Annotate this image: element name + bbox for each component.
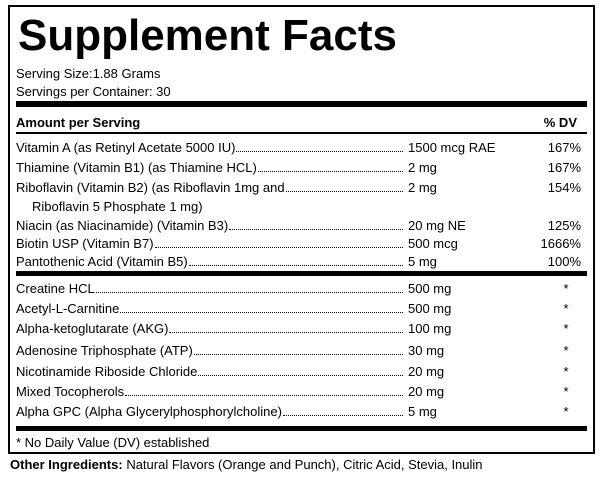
- amount-header: Amount per Serving: [16, 115, 141, 130]
- amount: 100 mg: [408, 321, 452, 336]
- nutrient-row: Thiamine (Vitamin B1) (as Thiamine HCL) 2…: [16, 160, 581, 176]
- thin-rule: [16, 132, 587, 134]
- leader: [188, 265, 403, 266]
- nutrient-name-cell: Acetyl-L-Carnitine: [16, 301, 405, 317]
- daily-value: 167%: [547, 160, 581, 175]
- daily-value: *: [563, 404, 569, 419]
- nutrient-name-cell: Pantothenic Acid (Vitamin B5): [16, 254, 405, 270]
- thick-rule: [16, 426, 587, 431]
- nutrient-name: Mixed Tocopherols: [16, 384, 125, 399]
- daily-value: 100%: [547, 254, 581, 269]
- nutrient-row: Riboflavin (Vitamin B2) (as Riboflavin 1…: [16, 180, 581, 196]
- other-ingredients-label: Other Ingredients:: [10, 457, 123, 472]
- leader: [257, 171, 403, 172]
- leader: [193, 354, 403, 355]
- nutrient-row: Alpha-ketoglutarate (AKG) 100 mg *: [16, 321, 581, 337]
- leader: [236, 151, 403, 152]
- nutrient-row: Acetyl-L-Carnitine 500 mg *: [16, 301, 581, 317]
- daily-value: *: [563, 384, 569, 399]
- nutrient-name: Biotin USP (Vitamin B7): [16, 236, 154, 251]
- nutrient-name: Adenosine Triphosphate (ATP): [16, 343, 193, 358]
- leader: [282, 415, 403, 416]
- nutrient-name-cell: Vitamin A (as Retinyl Acetate 5000 IU): [16, 140, 405, 156]
- daily-value: *: [563, 321, 569, 336]
- nutrient-row: Nicotinamide Riboside Chloride 20 mg *: [16, 364, 581, 380]
- nutrient-row: Adenosine Triphosphate (ATP) 30 mg *: [16, 343, 581, 359]
- amount: 1500 mcg RAE: [408, 140, 496, 155]
- nutrient-name-continued: Riboflavin 5 Phosphate 1 mg): [32, 199, 203, 214]
- daily-value: 167%: [547, 140, 581, 155]
- nutrient-name: Pantothenic Acid (Vitamin B5): [16, 254, 188, 269]
- nutrient-row: Pantothenic Acid (Vitamin B5) 5 mg 100%: [16, 254, 581, 270]
- leader: [95, 292, 403, 293]
- amount: 500 mcg: [408, 236, 458, 251]
- nutrient-name-cell: Nicotinamide Riboside Chloride: [16, 364, 405, 380]
- amount: 20 mg: [408, 384, 445, 399]
- nutrient-name-cell: Alpha GPC (Alpha Glycerylphosphorylcholi…: [16, 404, 405, 420]
- nutrient-name: Alpha-ketoglutarate (AKG): [16, 321, 169, 336]
- nutrient-name: Niacin (as Niacinamide) (Vitamin B3): [16, 218, 229, 233]
- nutrient-row: Creatine HCL 500 mg *: [16, 281, 581, 297]
- leader: [198, 375, 403, 376]
- thick-rule: [16, 271, 587, 276]
- nutrient-name: Creatine HCL: [16, 281, 95, 296]
- leader: [169, 332, 403, 333]
- amount: 5 mg: [408, 254, 437, 269]
- nutrient-name: Vitamin A (as Retinyl Acetate 5000 IU): [16, 140, 236, 155]
- daily-value: *: [563, 301, 569, 316]
- daily-value: 154%: [547, 180, 581, 195]
- amount: 500 mg: [408, 281, 452, 296]
- leader: [154, 247, 403, 248]
- nutrient-name: Alpha GPC (Alpha Glycerylphosphorylcholi…: [16, 404, 282, 419]
- nutrient-name-cell: Thiamine (Vitamin B1) (as Thiamine HCL): [16, 160, 405, 176]
- leader: [229, 229, 403, 230]
- amount: 20 mg: [408, 364, 445, 379]
- other-ingredients-text: Natural Flavors (Orange and Punch), Citr…: [126, 457, 483, 472]
- nutrient-row: Vitamin A (as Retinyl Acetate 5000 IU) 15…: [16, 140, 581, 156]
- daily-value: 1666%: [540, 236, 581, 251]
- serving-size: Serving Size:1.88 Grams: [16, 66, 161, 81]
- footnote: * No Daily Value (DV) established: [16, 435, 210, 450]
- amount: 30 mg: [408, 343, 445, 358]
- nutrient-name: Thiamine (Vitamin B1) (as Thiamine HCL): [16, 160, 257, 175]
- daily-value: *: [563, 281, 569, 296]
- nutrient-name-cell: Adenosine Triphosphate (ATP): [16, 343, 405, 359]
- amount: 2 mg: [408, 180, 437, 195]
- nutrient-row: Niacin (as Niacinamide) (Vitamin B3) 20 m…: [16, 218, 581, 234]
- nutrient-name-cell: Niacin (as Niacinamide) (Vitamin B3): [16, 218, 405, 234]
- leader: [285, 191, 403, 192]
- leader: [120, 312, 403, 313]
- nutrient-row: Biotin USP (Vitamin B7) 500 mcg 1666%: [16, 236, 581, 252]
- nutrient-name: Riboflavin (Vitamin B2) (as Riboflavin 1…: [16, 180, 285, 195]
- daily-value: *: [563, 343, 569, 358]
- thick-rule: [16, 101, 587, 107]
- nutrient-name-cell: Mixed Tocopherols: [16, 384, 405, 400]
- daily-value: 125%: [547, 218, 581, 233]
- amount: 5 mg: [408, 404, 437, 419]
- nutrient-name-cell: Creatine HCL: [16, 281, 405, 297]
- dv-header: % DV: [543, 115, 577, 130]
- nutrient-row: Mixed Tocopherols 20 mg *: [16, 384, 581, 400]
- other-ingredients: Other Ingredients: Natural Flavors (Oran…: [10, 457, 483, 473]
- nutrient-name-cell: Riboflavin (Vitamin B2) (as Riboflavin 1…: [16, 180, 405, 196]
- nutrient-name-cell: Biotin USP (Vitamin B7): [16, 236, 405, 252]
- nutrient-name-cell: Alpha-ketoglutarate (AKG): [16, 321, 405, 337]
- title: Supplement Facts: [18, 11, 397, 60]
- nutrient-name: Acetyl-L-Carnitine: [16, 301, 120, 316]
- leader: [125, 395, 403, 396]
- nutrient-name: Nicotinamide Riboside Chloride: [16, 364, 198, 379]
- nutrient-row: Alpha GPC (Alpha Glycerylphosphorylcholi…: [16, 404, 581, 420]
- daily-value: *: [563, 364, 569, 379]
- amount: 500 mg: [408, 301, 452, 316]
- amount: 20 mg NE: [408, 218, 466, 233]
- servings-per-container: Servings per Container: 30: [16, 84, 171, 99]
- facts-panel: Supplement Facts Serving Size:1.88 Grams…: [8, 5, 595, 454]
- amount: 2 mg: [408, 160, 437, 175]
